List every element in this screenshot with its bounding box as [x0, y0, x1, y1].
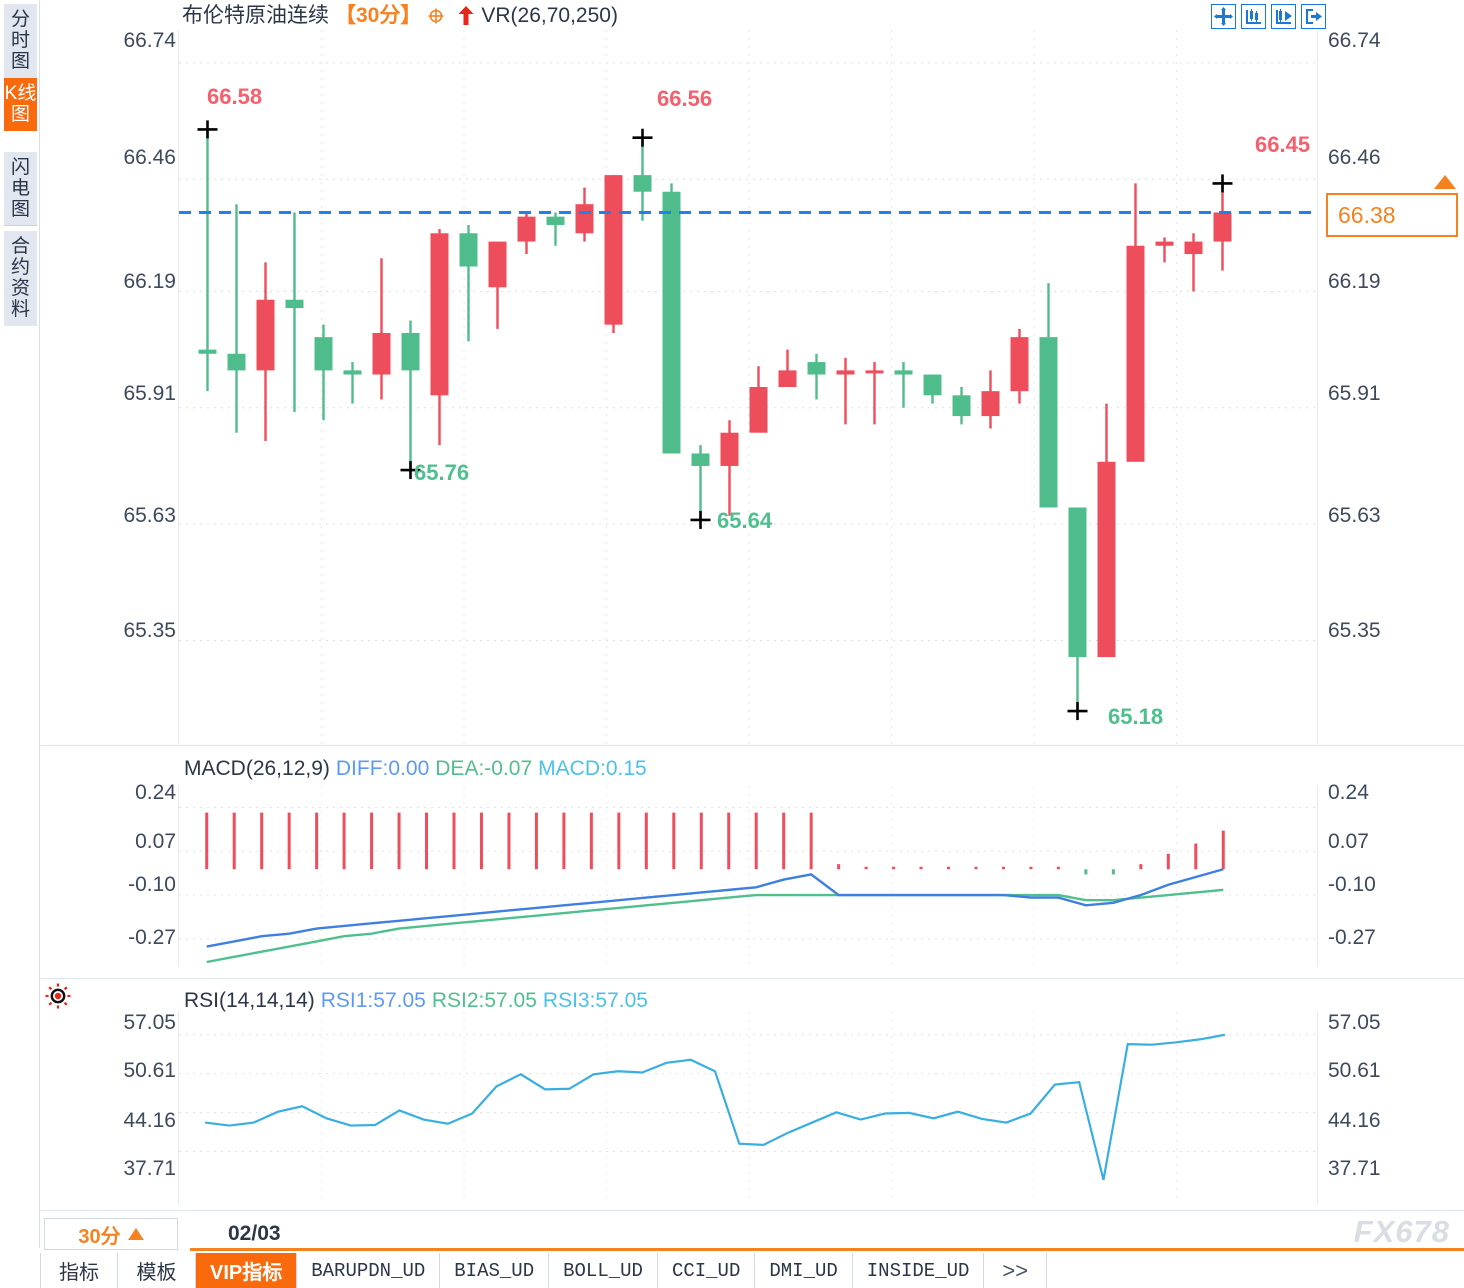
- macd-ytick-right-3: -0.27: [1328, 926, 1376, 949]
- price-ytick-left-4: 65.63: [123, 504, 176, 527]
- macd-title[interactable]: MACD(26,12,9) DIFF:0.00 DEA:-0.07 MACD:0.15: [184, 757, 647, 781]
- price-ytick-left-0: 66.74: [123, 29, 176, 52]
- sidebar-item-timeshare-chart[interactable]: 分时图: [4, 4, 37, 78]
- panel-divider-2: [40, 978, 1464, 979]
- price-ytick-left-3: 65.91: [123, 382, 176, 405]
- rsi-plot: [179, 1012, 1319, 1204]
- x-axis-date-label: 02/03: [228, 1222, 281, 1245]
- panel-divider-3: [40, 1210, 1464, 1211]
- marker-high-66-45: 66.45: [1255, 132, 1311, 157]
- macd-name-label: MACD(26,12,9): [184, 757, 330, 780]
- rsi-ytick-left-2: 44.16: [123, 1109, 176, 1132]
- tab-boll-ud[interactable]: BOLL_UD: [549, 1253, 658, 1288]
- tab-vip[interactable]: VIP指标: [196, 1253, 298, 1288]
- period-label[interactable]: 【30分】: [335, 4, 422, 27]
- rsi-chart-panel[interactable]: [178, 1012, 1319, 1204]
- rsi-ytick-right-0: 57.05: [1328, 1011, 1381, 1034]
- tab-cci-ud[interactable]: CCI_UD: [658, 1253, 756, 1288]
- macd-ytick-left-0: 0.24: [135, 781, 176, 804]
- brightness-sun-icon[interactable]: [44, 982, 72, 1010]
- candlestick-plot: [179, 30, 1319, 744]
- marker-low-65-76: 65.76: [414, 460, 470, 485]
- sidebar-item-contract-info[interactable]: 合约资料: [4, 231, 37, 326]
- chart-fit-icon[interactable]: [1241, 4, 1266, 29]
- macd-ytick-left-2: -0.10: [128, 873, 176, 896]
- macd-ytick-right-2: -0.10: [1328, 873, 1376, 896]
- symbol-name: 布伦特原油连续: [182, 4, 329, 27]
- sidebar-item-kline-chart[interactable]: K线图: [4, 78, 37, 131]
- rsi-ytick-right-3: 37.71: [1328, 1157, 1381, 1180]
- rsi-ytick-right-2: 44.16: [1328, 1109, 1381, 1132]
- marker-high-66-58: 66.58: [207, 84, 263, 109]
- price-ytick-right-3: 65.91: [1328, 382, 1381, 405]
- panel-divider-1: [40, 745, 1464, 746]
- rsi-ytick-left-1: 50.61: [123, 1059, 176, 1082]
- marker-low-65-64: 65.64: [717, 508, 773, 533]
- crosshair-icon[interactable]: [427, 7, 445, 25]
- macd-ytick-left-1: 0.07: [135, 830, 176, 853]
- x-axis-underline: [190, 1248, 1464, 1251]
- sidebar-item-lightning-chart[interactable]: 闪电图: [4, 152, 37, 226]
- price-ytick-right-1: 66.46: [1328, 146, 1381, 169]
- marker-high-66-56: 66.56: [657, 86, 713, 111]
- macd-diff-value: DIFF:0.00: [335, 757, 430, 780]
- tab-more-button[interactable]: >>: [984, 1253, 1048, 1288]
- price-ytick-left-2: 66.19: [123, 270, 176, 293]
- rsi-ytick-right-1: 50.61: [1328, 1059, 1381, 1082]
- tab-bias-ud[interactable]: BIAS_UD: [440, 1253, 550, 1288]
- move-tool-icon[interactable]: [1211, 4, 1236, 29]
- caret-up-icon: [127, 1228, 144, 1240]
- rsi-ytick-left-0: 57.05: [123, 1011, 176, 1034]
- chart-header: 布伦特原油连续 【30分】 VR(26,70,250): [182, 4, 618, 28]
- rsi3-value: RSI3:57.05: [542, 989, 648, 1012]
- left-sidebar: 分时图 K线图 闪电图 合约资料: [0, 0, 40, 1248]
- price-ytick-right-4: 65.63: [1328, 504, 1381, 527]
- macd-ytick-right-0: 0.24: [1328, 781, 1369, 804]
- fullscreen-exit-icon[interactable]: [1301, 4, 1326, 29]
- tab-templates[interactable]: 模板: [118, 1253, 196, 1288]
- tab-inside-ud[interactable]: INSIDE_UD: [853, 1253, 985, 1288]
- marker-low-65-18: 65.18: [1108, 704, 1164, 729]
- tab-bar-filler: [1047, 1253, 1464, 1288]
- rsi-name-label: RSI(14,14,14): [184, 989, 315, 1012]
- tab-barupdn-ud[interactable]: BARUPDN_UD: [297, 1253, 441, 1288]
- sidebar-divider: [4, 225, 37, 226]
- price-ytick-left-5: 65.35: [123, 619, 176, 642]
- macd-ytick-left-3: -0.27: [128, 926, 176, 949]
- current-price-arrow-icon: [1434, 175, 1456, 189]
- current-price-badge[interactable]: 66.38: [1326, 193, 1458, 237]
- indicator-tab-bar: 指标 模板 VIP指标 BARUPDN_UD BIAS_UD BOLL_UD C…: [40, 1253, 1464, 1288]
- timeframe-selector[interactable]: 30分: [44, 1218, 178, 1250]
- price-ytick-right-5: 65.35: [1328, 619, 1381, 642]
- chart-toolbar: [1211, 4, 1326, 29]
- rsi-title[interactable]: RSI(14,14,14) RSI1:57.05 RSI2:57.05 RSI3:57…: [184, 989, 648, 1013]
- watermark-logo: FX678: [1353, 1214, 1450, 1249]
- price-chart-panel[interactable]: [178, 30, 1319, 744]
- price-ytick-right-0: 66.74: [1328, 29, 1381, 52]
- price-ytick-right-2: 66.19: [1328, 270, 1381, 293]
- price-ytick-left-1: 66.46: [123, 146, 176, 169]
- macd-ytick-right-1: 0.07: [1328, 830, 1369, 853]
- vr-indicator-label[interactable]: VR(26,70,250): [481, 4, 618, 27]
- up-arrow-icon[interactable]: [457, 5, 475, 27]
- tab-indicators[interactable]: 指标: [40, 1253, 118, 1288]
- chart-replay-icon[interactable]: [1271, 4, 1296, 29]
- macd-macd-value: MACD:0.15: [538, 757, 647, 780]
- rsi2-value: RSI2:57.05: [431, 989, 537, 1012]
- macd-dea-value: DEA:-0.07: [435, 757, 533, 780]
- rsi1-value: RSI1:57.05: [320, 989, 426, 1012]
- tab-dmi-ud[interactable]: DMI_UD: [755, 1253, 853, 1288]
- macd-chart-panel[interactable]: [178, 786, 1319, 966]
- macd-plot: [179, 786, 1319, 966]
- timeframe-label: 30分: [78, 1225, 121, 1248]
- rsi-ytick-left-3: 37.71: [123, 1157, 176, 1180]
